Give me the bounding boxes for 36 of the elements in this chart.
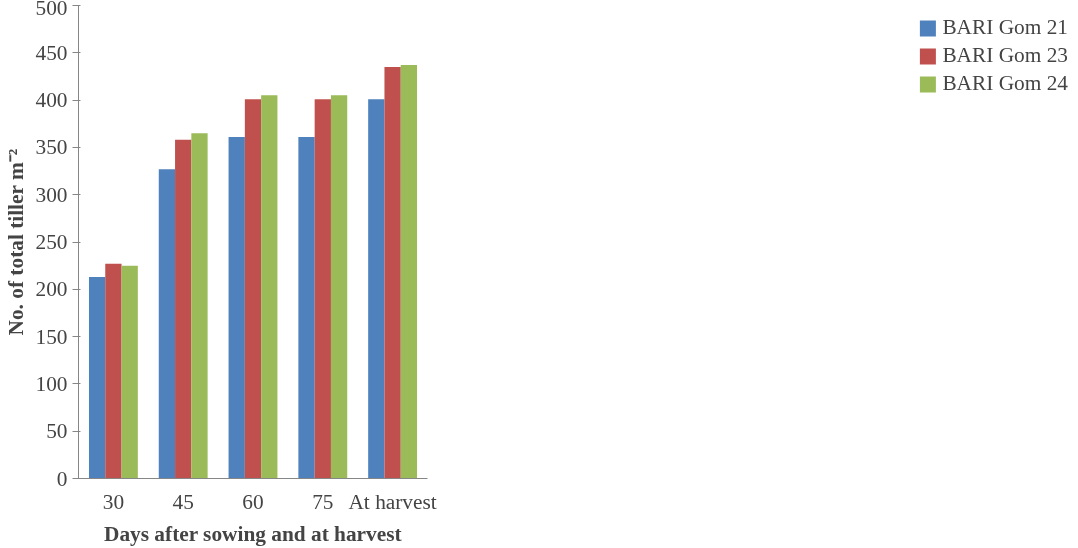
y-tick-label: 250 [35, 230, 68, 254]
bar [88, 277, 106, 479]
bar [368, 99, 385, 479]
bar [384, 66, 401, 479]
x-tick-label: 60 [242, 489, 264, 514]
y-tick-label: 450 [35, 40, 68, 65]
bar [400, 65, 418, 479]
x-tick-label: 45 [172, 489, 194, 514]
y-tick-label: 500 [35, 0, 68, 20]
bar [175, 139, 192, 479]
bar [261, 95, 278, 479]
y-tick-label: 200 [35, 277, 68, 302]
y-tick-label: 0 [56, 466, 68, 491]
y-tick-label: 300 [35, 182, 68, 207]
bar [121, 265, 138, 479]
y-tick-label: 350 [35, 135, 68, 160]
x-tick-label: At harvest [348, 489, 437, 514]
x-tick-label: 75 [312, 489, 334, 514]
x-axis-title: Days after sowing and at harvest [104, 521, 403, 546]
bar [105, 263, 122, 479]
bar [191, 133, 208, 479]
bar [298, 136, 315, 479]
legend-label: BARI Gom 24 [942, 71, 1068, 96]
bar [158, 169, 176, 479]
x-tick-label: 30 [102, 489, 125, 514]
bar [244, 99, 262, 479]
bar [228, 136, 245, 479]
bar [314, 99, 331, 479]
legend-label: BARI Gom 21 [942, 15, 1068, 40]
legend-label: BARI Gom 23 [942, 43, 1068, 68]
y-axis-title: No. of total tiller m⁻² [3, 148, 28, 336]
y-tick-label: 150 [35, 324, 68, 349]
bar [330, 95, 348, 479]
y-tick-label: 100 [35, 371, 68, 396]
y-tick-label: 400 [35, 88, 68, 113]
y-tick-label: 50 [46, 419, 68, 444]
